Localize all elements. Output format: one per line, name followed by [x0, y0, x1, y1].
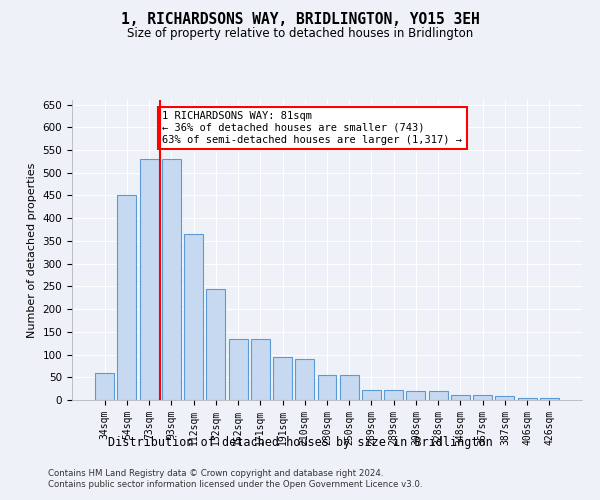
Bar: [95, 372, 114, 400]
Text: Distribution of detached houses by size in Bridlington: Distribution of detached houses by size …: [107, 436, 493, 449]
Bar: [317, 375, 337, 400]
Bar: [451, 396, 470, 400]
Text: Contains public sector information licensed under the Open Government Licence v3: Contains public sector information licen…: [48, 480, 422, 489]
Bar: [384, 390, 403, 400]
Text: 1 RICHARDSONS WAY: 81sqm
← 36% of detached houses are smaller (743)
63% of semi-: 1 RICHARDSONS WAY: 81sqm ← 36% of detach…: [163, 112, 463, 144]
Bar: [273, 357, 292, 400]
Bar: [406, 391, 425, 400]
Bar: [184, 234, 203, 400]
Text: Size of property relative to detached houses in Bridlington: Size of property relative to detached ho…: [127, 28, 473, 40]
Bar: [362, 390, 381, 400]
Bar: [429, 391, 448, 400]
Bar: [140, 159, 158, 400]
Bar: [206, 288, 225, 400]
Bar: [496, 396, 514, 400]
Bar: [118, 196, 136, 400]
Bar: [540, 398, 559, 400]
Text: 1, RICHARDSONS WAY, BRIDLINGTON, YO15 3EH: 1, RICHARDSONS WAY, BRIDLINGTON, YO15 3E…: [121, 12, 479, 28]
Bar: [473, 396, 492, 400]
Bar: [229, 338, 248, 400]
Bar: [340, 375, 359, 400]
Bar: [295, 359, 314, 400]
Bar: [518, 398, 536, 400]
Text: Contains HM Land Registry data © Crown copyright and database right 2024.: Contains HM Land Registry data © Crown c…: [48, 468, 383, 477]
Bar: [162, 159, 181, 400]
Y-axis label: Number of detached properties: Number of detached properties: [27, 162, 37, 338]
Bar: [251, 338, 270, 400]
